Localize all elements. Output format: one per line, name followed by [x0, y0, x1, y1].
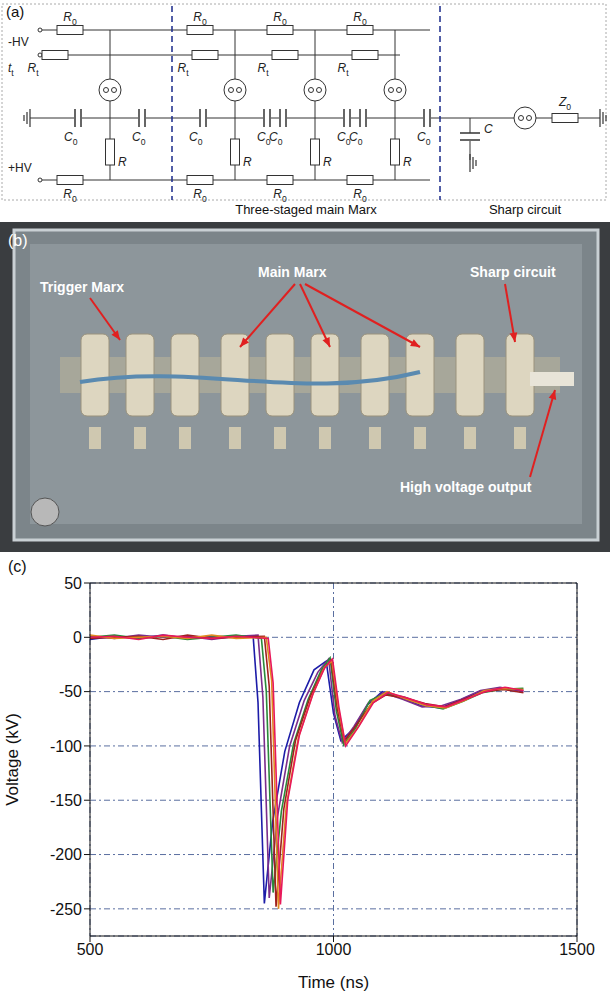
svg-text:0: 0: [73, 629, 82, 646]
svg-text:(a): (a): [6, 3, 24, 20]
svg-text:50: 50: [64, 575, 82, 592]
svg-text:Voltage (kV): Voltage (kV): [3, 713, 22, 806]
svg-text:R0: R0: [273, 10, 287, 27]
svg-text:(b): (b): [8, 232, 28, 249]
svg-text:C0: C0: [337, 130, 351, 147]
svg-text:C: C: [484, 122, 493, 136]
svg-text:Rt: Rt: [27, 61, 39, 78]
svg-text:R0: R0: [273, 187, 287, 204]
svg-text:C0: C0: [132, 130, 146, 147]
svg-text:1000: 1000: [316, 941, 352, 958]
svg-text:R0: R0: [193, 10, 207, 27]
svg-text:Rt: Rt: [177, 61, 189, 78]
svg-text:R0: R0: [193, 187, 207, 204]
svg-text:Sharp circuit: Sharp circuit: [470, 264, 556, 280]
svg-text:Main Marx: Main Marx: [258, 264, 327, 280]
svg-text:Sharp circuit: Sharp circuit: [489, 202, 562, 217]
svg-text:C0: C0: [269, 130, 283, 147]
svg-text:-150: -150: [50, 792, 82, 809]
svg-text:+HV: +HV: [8, 161, 32, 175]
svg-text:High voltage output: High voltage output: [400, 479, 532, 495]
svg-text:R0: R0: [63, 187, 77, 204]
svg-text:Trigger Marx: Trigger Marx: [40, 279, 124, 295]
svg-text:R: R: [243, 155, 252, 169]
svg-text:R0: R0: [353, 187, 367, 204]
svg-text:1500: 1500: [559, 941, 595, 958]
svg-text:C0: C0: [189, 130, 203, 147]
svg-text:-50: -50: [59, 683, 82, 700]
svg-text:Time (ns): Time (ns): [298, 973, 369, 992]
svg-text:C0: C0: [417, 130, 431, 147]
svg-text:-HV: -HV: [8, 35, 29, 49]
svg-text:tt: tt: [8, 61, 14, 78]
svg-text:R0: R0: [63, 10, 77, 27]
svg-text:R: R: [323, 155, 332, 169]
svg-text:Three-staged main Marx: Three-staged main Marx: [235, 202, 377, 217]
svg-text:R0: R0: [353, 10, 367, 27]
html-text:(c): (c): [8, 558, 27, 575]
svg-text:Rt: Rt: [257, 61, 269, 78]
svg-text:R: R: [118, 155, 127, 169]
svg-text:C0: C0: [64, 130, 78, 147]
svg-text:R: R: [403, 155, 412, 169]
svg-text:-200: -200: [50, 846, 82, 863]
svg-text:500: 500: [77, 941, 104, 958]
svg-text:Z0: Z0: [558, 95, 571, 112]
svg-text:C0: C0: [257, 130, 271, 147]
svg-text:Rt: Rt: [337, 61, 349, 78]
svg-text:C0: C0: [349, 130, 363, 147]
svg-text:-250: -250: [50, 901, 82, 918]
svg-text:-100: -100: [50, 738, 82, 755]
